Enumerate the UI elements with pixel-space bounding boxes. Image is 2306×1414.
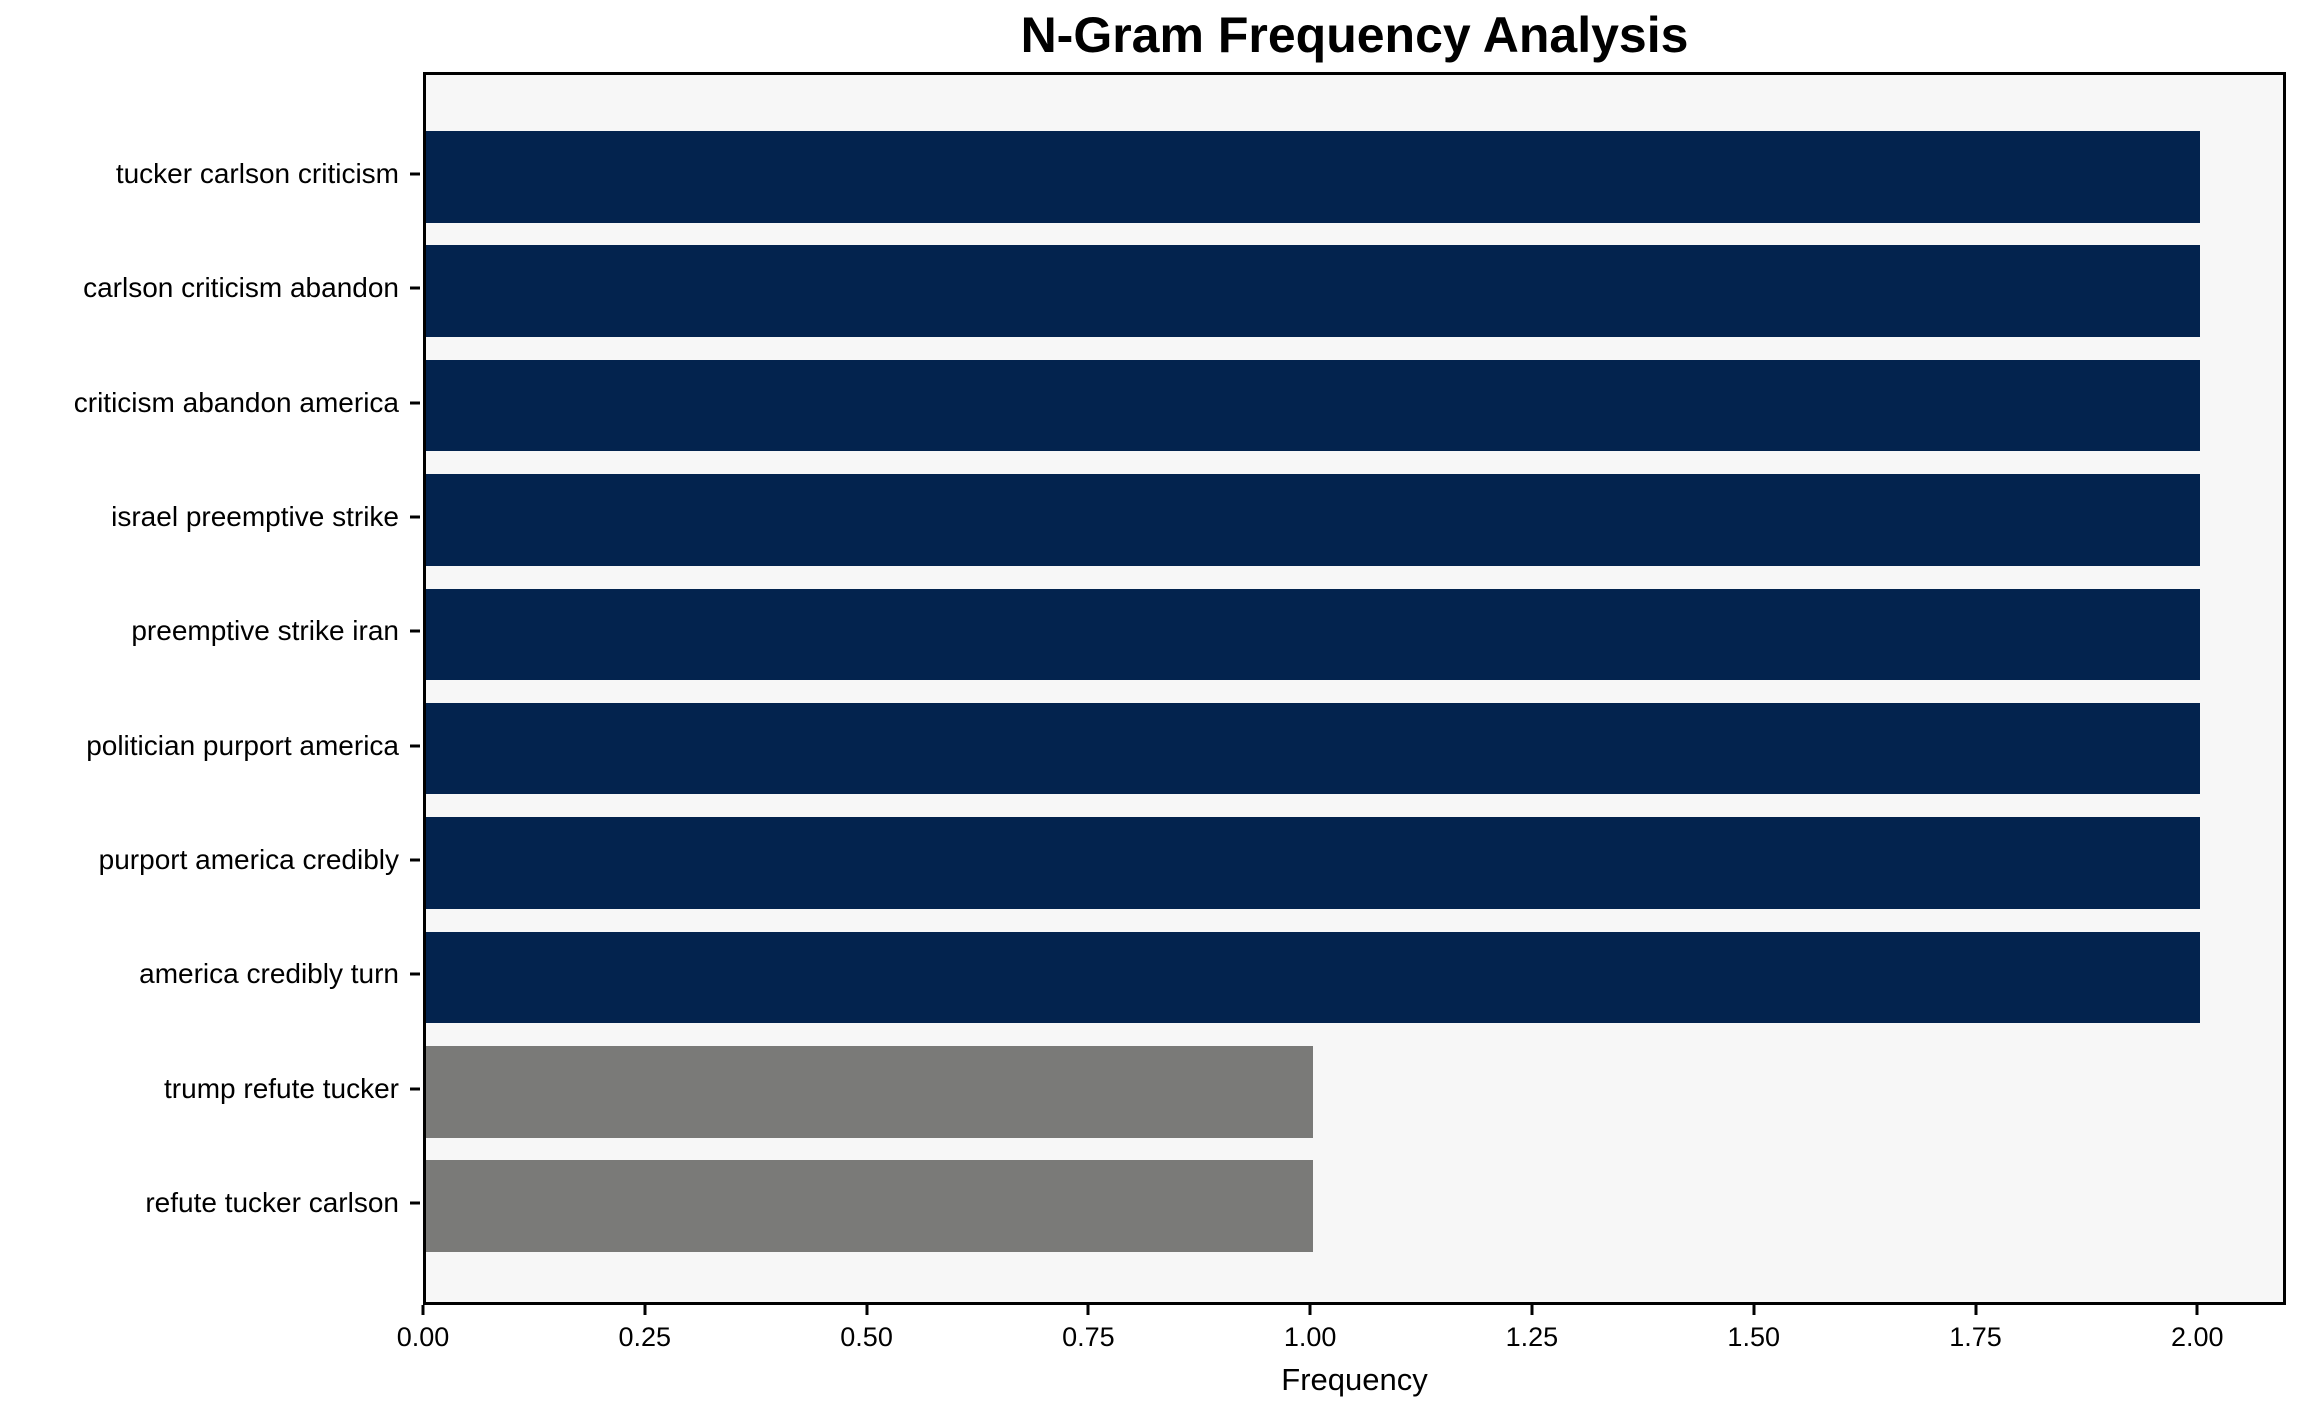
y-tick-label: refute tucker carlson (145, 1187, 399, 1219)
x-tick-mark (1530, 1305, 1534, 1315)
bar (426, 817, 2201, 909)
x-tick-label: 1.25 (1505, 1322, 1559, 1352)
x-tick-mark (2195, 1305, 2199, 1315)
chart-title: N-Gram Frequency Analysis (1020, 7, 1689, 63)
y-tick-mark (410, 744, 420, 748)
bar (426, 359, 2201, 452)
x-axis-label: Frequency (1281, 1362, 1428, 1397)
x-tick-label: 1.75 (1949, 1322, 2002, 1352)
x-tick-mark (1308, 1305, 1312, 1315)
y-tick-mark (410, 172, 420, 176)
bar (426, 131, 2201, 223)
y-tick-label: carlson criticism abandon (83, 272, 399, 304)
y-tick-mark (410, 1087, 420, 1091)
x-tick-mark (643, 1305, 647, 1315)
y-tick-mark (410, 858, 420, 862)
x-tick-label: 0.00 (396, 1322, 450, 1352)
bar (426, 245, 2201, 337)
x-tick-label: 0.75 (1062, 1322, 1115, 1352)
y-tick-mark (410, 629, 420, 633)
x-tick-label: 0.50 (840, 1322, 893, 1352)
bar (426, 474, 2201, 566)
bar (426, 931, 2201, 1024)
y-tick-label: purport america credibly (98, 844, 399, 876)
y-tick-label: trump refute tucker (164, 1072, 399, 1104)
x-tick-label: 1.00 (1283, 1322, 1337, 1352)
bar (426, 1046, 1314, 1138)
y-tick-mark (410, 515, 420, 519)
y-tick-mark (410, 401, 420, 405)
y-tick-mark (410, 1201, 420, 1205)
y-tick-mark (410, 286, 420, 290)
y-tick-label: criticism abandon america (73, 386, 399, 418)
bar (426, 588, 2201, 681)
y-tick-label: israel preemptive strike (111, 500, 399, 532)
y-tick-label: america credibly turn (139, 958, 399, 990)
x-tick-mark (1086, 1305, 1090, 1315)
plot-area (423, 72, 2286, 1305)
y-tick-mark (410, 972, 420, 976)
bar (426, 702, 2201, 795)
y-tick-label: politician purport america (86, 729, 399, 761)
x-tick-mark (1974, 1305, 1977, 1315)
x-tick-mark (865, 1305, 869, 1315)
x-tick-mark (1752, 1305, 1756, 1315)
y-tick-label: tucker carlson criticism (115, 157, 399, 189)
x-tick-label: 0.25 (618, 1322, 672, 1352)
bar (426, 1160, 1314, 1252)
y-tick-label: preemptive strike iran (131, 615, 399, 647)
x-tick-label: 1.50 (1727, 1322, 1780, 1352)
x-tick-label: 2.00 (2171, 1322, 2224, 1352)
x-tick-mark (421, 1305, 425, 1315)
